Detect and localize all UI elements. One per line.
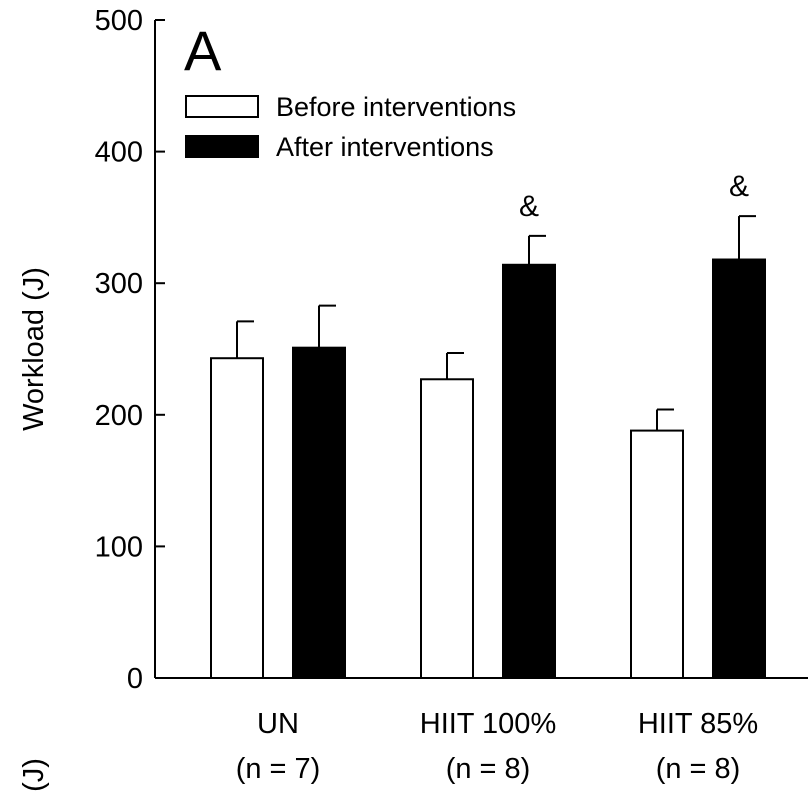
legend: Before interventions After interventions: [185, 92, 516, 162]
cutoff-axis-label: (J): [18, 758, 50, 792]
annotations-group: &&: [519, 170, 749, 223]
category-label-line1: UN: [257, 708, 299, 740]
bar-before-0: [210, 357, 264, 679]
bar-after-1: [502, 263, 556, 679]
error-bars-group: [236, 215, 756, 431]
category-label-line2: (n = 7): [236, 753, 321, 785]
category-label-line1: HIIT 85%: [638, 708, 758, 740]
category-label-line2: (n = 8): [656, 753, 741, 785]
y-ticks-group: 0 100 200 300 400 500: [95, 5, 165, 695]
category-label-line1: HIIT 100%: [420, 708, 556, 740]
bar-after-0: [292, 346, 346, 679]
legend-swatch-after: [185, 135, 259, 158]
significance-marker: &: [729, 170, 749, 203]
legend-swatch-before: [185, 95, 259, 118]
y-axis-label: Workload (J): [18, 267, 50, 431]
category-label-line2: (n = 8): [446, 753, 531, 785]
bar-before-2: [630, 429, 684, 680]
legend-label-before: Before interventions: [276, 92, 516, 122]
category-labels-group: UN (n = 7) HIIT 100% (n = 8) HIIT 85% (n = 8): [236, 708, 758, 785]
bar-after-2: [712, 258, 766, 679]
y-tick-label: 300: [95, 268, 143, 300]
y-tick-label: 0: [127, 663, 143, 695]
y-tick-label: 500: [95, 5, 143, 37]
panel-letter: A: [184, 19, 222, 82]
legend-label-after: After interventions: [276, 132, 494, 162]
bar-before-1: [420, 378, 474, 679]
y-tick-label: 400: [95, 137, 143, 169]
y-tick-label: 200: [95, 400, 143, 432]
y-tick-label: 100: [95, 531, 143, 563]
significance-marker: &: [519, 190, 539, 223]
bars-group: [210, 258, 766, 680]
